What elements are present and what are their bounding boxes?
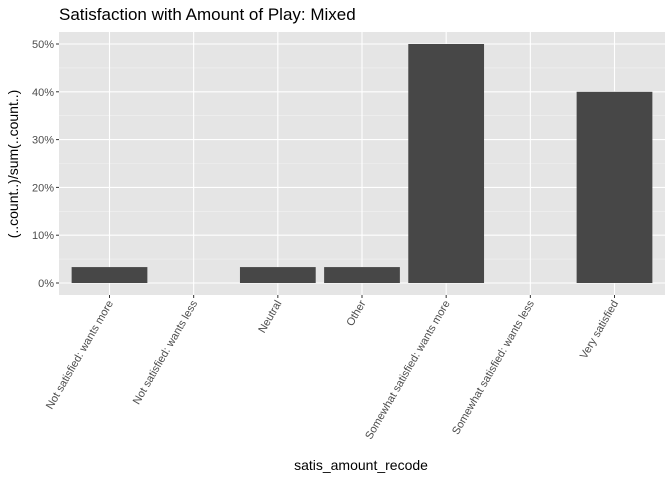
bar	[239, 267, 316, 283]
y-tick-label: 40%	[32, 87, 54, 99]
bar	[408, 44, 485, 283]
y-axis-title: (..count..)/sum(..count..)	[5, 90, 21, 239]
y-tick-label: 10%	[32, 230, 54, 242]
chart-title: Satisfaction with Amount of Play: Mixed	[59, 5, 356, 24]
grid-major	[59, 32, 665, 295]
x-axis: Not satisfied: wants more Not satisfied: …	[44, 295, 621, 442]
x-tick-label: Not satisfied: wants less	[131, 298, 201, 407]
y-tick-label: 0%	[38, 278, 54, 290]
bar	[324, 267, 400, 283]
y-tick-label: 50%	[32, 39, 54, 51]
bar	[71, 267, 148, 283]
x-tick-label: Not satisfied: wants more	[44, 299, 116, 412]
y-axis: 0% 10% 20% 30% 40% 50%	[32, 39, 59, 290]
y-tick-label: 20%	[32, 182, 54, 194]
x-tick-label: Somewhat satisfied: wants less	[450, 298, 537, 437]
x-tick-label: Somewhat satisfied: wants more	[363, 299, 453, 442]
x-tick-label: Other	[344, 298, 368, 328]
bar	[576, 91, 653, 283]
y-tick-label: 30%	[32, 135, 54, 147]
x-tick-label: Very satisfied	[578, 299, 621, 362]
bars	[71, 44, 653, 283]
x-axis-title: satis_amount_recode	[294, 457, 428, 473]
x-tick-label: Neutral	[256, 299, 284, 336]
